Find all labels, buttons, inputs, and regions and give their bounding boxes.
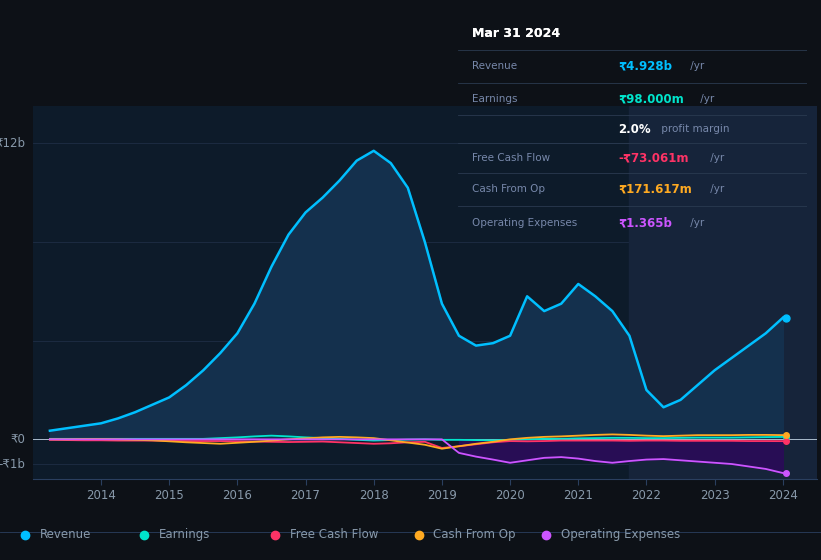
Text: ₹0: ₹0 bbox=[10, 433, 25, 446]
Text: /yr: /yr bbox=[697, 94, 714, 104]
Text: ₹12b: ₹12b bbox=[0, 137, 25, 150]
Text: Earnings: Earnings bbox=[472, 94, 517, 104]
Text: ₹171.617m: ₹171.617m bbox=[619, 183, 692, 196]
Text: Cash From Op: Cash From Op bbox=[433, 528, 516, 542]
Text: Earnings: Earnings bbox=[158, 528, 210, 542]
Text: Mar 31 2024: Mar 31 2024 bbox=[472, 27, 560, 40]
Text: Revenue: Revenue bbox=[39, 528, 91, 542]
Text: ₹98.000m: ₹98.000m bbox=[619, 92, 685, 105]
Text: profit margin: profit margin bbox=[658, 124, 729, 134]
Text: 2.0%: 2.0% bbox=[619, 123, 651, 136]
Text: ₹1.365b: ₹1.365b bbox=[619, 217, 672, 230]
Text: Free Cash Flow: Free Cash Flow bbox=[290, 528, 378, 542]
Text: Operating Expenses: Operating Expenses bbox=[561, 528, 680, 542]
Text: /yr: /yr bbox=[707, 153, 724, 163]
Text: -₹1b: -₹1b bbox=[0, 458, 25, 470]
Text: Mar 31 2024: Mar 31 2024 bbox=[472, 27, 560, 40]
Bar bbox=[630, 106, 817, 479]
Text: -₹73.061m: -₹73.061m bbox=[619, 152, 689, 165]
Text: Operating Expenses: Operating Expenses bbox=[472, 218, 577, 228]
Text: Free Cash Flow: Free Cash Flow bbox=[472, 153, 550, 163]
Text: /yr: /yr bbox=[707, 184, 724, 194]
Text: ₹4.928b: ₹4.928b bbox=[619, 60, 672, 73]
Text: Revenue: Revenue bbox=[472, 61, 517, 71]
Text: /yr: /yr bbox=[687, 218, 704, 228]
Text: Cash From Op: Cash From Op bbox=[472, 184, 545, 194]
Text: /yr: /yr bbox=[687, 61, 704, 71]
